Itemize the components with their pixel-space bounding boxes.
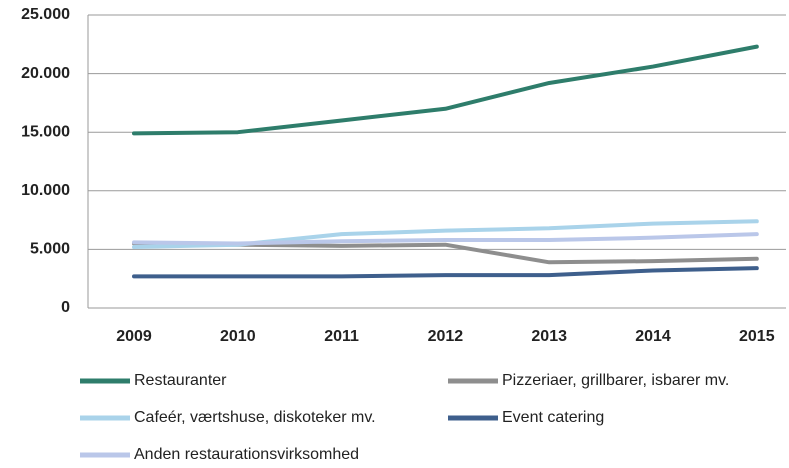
x-tick-label: 2013 [531, 328, 567, 345]
y-tick-label: 10.000 [21, 182, 70, 199]
legend-label: Pizzeriaer, grillbarer, isbarer mv. [502, 372, 729, 389]
y-tick-label: 15.000 [21, 123, 70, 140]
x-tick-label: 2015 [739, 328, 775, 345]
y-tick-label: 0 [61, 299, 70, 316]
legend-label: Restauranter [134, 372, 227, 389]
legend-label: Cafeér, værtshuse, diskoteker mv. [134, 409, 376, 426]
x-tick-label: 2014 [635, 328, 671, 345]
x-tick-label: 2011 [324, 328, 359, 345]
y-tick-label: 5.000 [30, 241, 70, 258]
y-tick-label: 20.000 [21, 65, 70, 82]
x-tick-label: 2009 [116, 328, 152, 345]
y-tick-label: 25.000 [21, 6, 70, 23]
series-line [132, 266, 759, 279]
legend-label: Anden restaurationsvirksomhed [134, 446, 359, 463]
series-line [132, 232, 759, 246]
legend-label: Event catering [502, 409, 604, 426]
x-tick-label: 2012 [428, 328, 464, 345]
x-tick-label: 2010 [220, 328, 256, 345]
series-line [132, 44, 759, 136]
